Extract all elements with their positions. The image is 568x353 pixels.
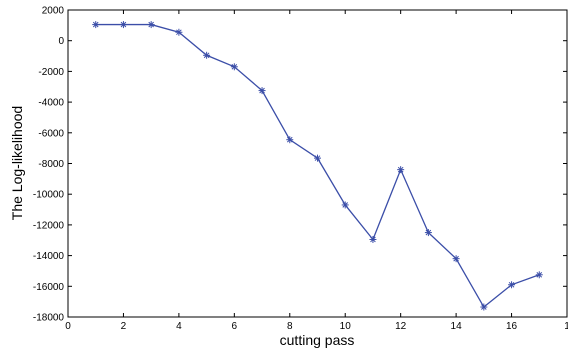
data-point-marker — [147, 21, 155, 29]
y-axis-label: The Log-likelihood — [9, 106, 25, 220]
x-tick-label: 14 — [451, 321, 463, 332]
y-tick-label: -2000 — [38, 67, 64, 78]
x-tick-label: 8 — [287, 321, 293, 332]
x-tick-label: 6 — [232, 321, 238, 332]
series-group — [92, 21, 543, 311]
x-tick-label: 4 — [176, 321, 182, 332]
data-point-marker — [314, 154, 321, 162]
data-point-marker — [341, 201, 349, 209]
axis-ticks: 0 2 4 6 8 10 12 14 16 1 2000 0 -2000 -4000 -6000 -8000 -… — [33, 6, 568, 333]
plot-area — [67, 9, 568, 318]
data-point-marker — [286, 136, 294, 144]
y-tick-label: -18000 — [33, 313, 65, 324]
data-point-marker — [424, 229, 432, 237]
y-tick-label: -6000 — [38, 128, 64, 139]
x-tick-label: 0 — [65, 321, 71, 332]
y-tick-label: -4000 — [38, 98, 64, 109]
y-tick-label: -12000 — [33, 220, 65, 231]
x-axis-label: cutting pass — [280, 332, 355, 348]
x-tick-label: 12 — [395, 321, 407, 332]
data-point-marker — [397, 166, 405, 174]
x-tick-label: 16 — [506, 321, 518, 332]
data-point-marker — [92, 21, 100, 29]
data-point-marker — [175, 28, 183, 36]
data-point-marker — [480, 303, 488, 311]
data-point-marker — [452, 255, 460, 263]
y-tick-label: 0 — [58, 36, 64, 47]
y-tick-label: -16000 — [33, 282, 65, 293]
data-point-marker — [258, 87, 266, 95]
data-point-marker — [230, 63, 238, 71]
y-tick-label: -14000 — [33, 251, 65, 262]
x-tick-label: 10 — [340, 321, 352, 332]
data-point-marker — [119, 21, 127, 29]
y-tick-label: -10000 — [33, 190, 65, 201]
y-tick-label: -8000 — [38, 159, 64, 170]
data-point-marker — [369, 235, 377, 243]
data-point-marker — [508, 281, 516, 289]
data-point-marker — [203, 51, 211, 59]
x-tick-label: 1 — [564, 321, 568, 332]
x-tick-label: 2 — [121, 321, 127, 332]
data-point-marker — [535, 271, 543, 279]
y-tick-label: 2000 — [42, 6, 65, 17]
